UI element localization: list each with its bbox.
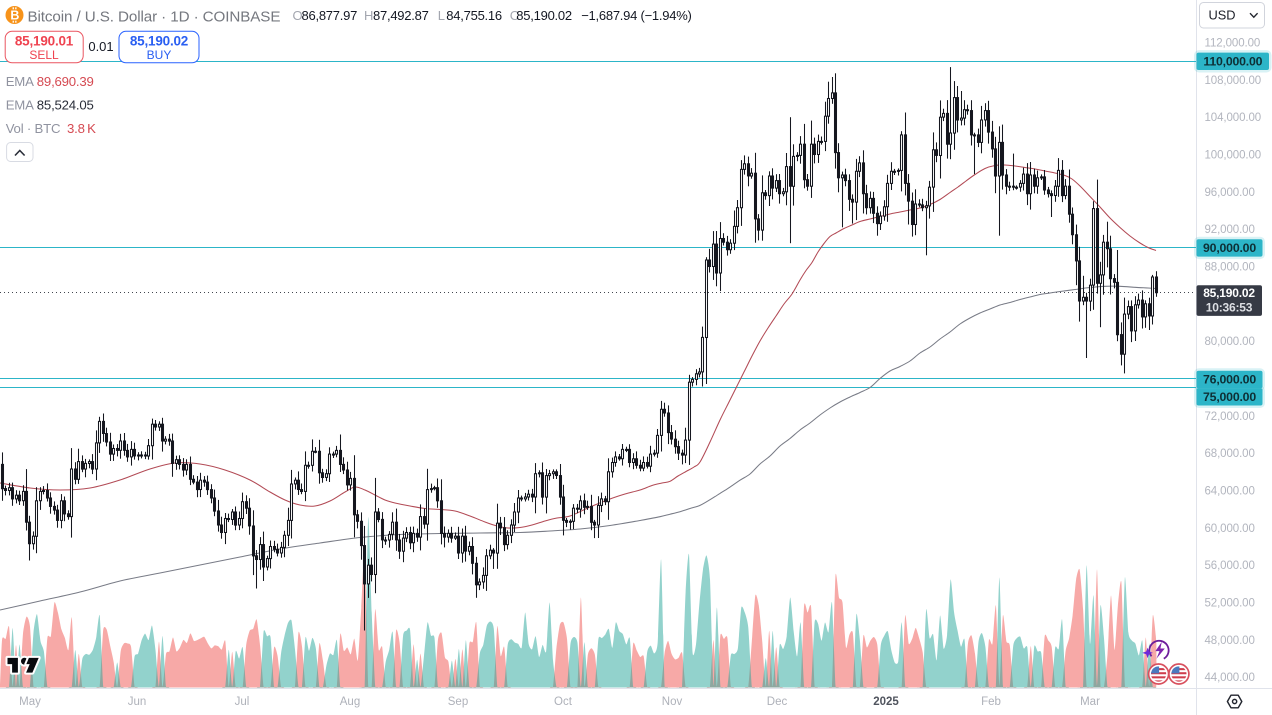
- svg-text:56,000.00: 56,000.00: [1205, 560, 1255, 572]
- svg-text:85,524.05: 85,524.05: [37, 97, 94, 112]
- svg-text:C: C: [510, 8, 519, 23]
- svg-text:Oct: Oct: [554, 696, 573, 708]
- svg-text:B: B: [10, 8, 19, 22]
- svg-text:85,190.02: 85,190.02: [130, 34, 188, 49]
- svg-text:44,000.00: 44,000.00: [1205, 672, 1255, 684]
- svg-text:85,190.02: 85,190.02: [516, 8, 572, 23]
- svg-text:−1,687.94 (−1.94%): −1,687.94 (−1.94%): [581, 8, 691, 23]
- svg-text:O: O: [293, 8, 303, 23]
- svg-text:Jul: Jul: [235, 696, 250, 708]
- svg-text:0.01: 0.01: [88, 39, 113, 54]
- svg-text:Feb: Feb: [981, 696, 1001, 708]
- svg-text:112,000.00: 112,000.00: [1205, 38, 1261, 50]
- svg-text:90,000.00: 90,000.00: [1203, 241, 1256, 255]
- svg-text:Mar: Mar: [1080, 696, 1100, 708]
- svg-text:64,000.00: 64,000.00: [1205, 486, 1255, 498]
- svg-text:87,492.87: 87,492.87: [373, 8, 429, 23]
- svg-text:EMA: EMA: [6, 74, 34, 89]
- svg-text:86,877.97: 86,877.97: [302, 8, 358, 23]
- svg-text:75,000.00: 75,000.00: [1203, 390, 1256, 404]
- svg-text:USD: USD: [1209, 8, 1236, 23]
- svg-text:Dec: Dec: [767, 696, 788, 708]
- svg-text:92,000.00: 92,000.00: [1205, 224, 1255, 236]
- svg-text:Bitcoin / U.S. Dollar · 1D · C: Bitcoin / U.S. Dollar · 1D · COINBASE: [28, 9, 281, 26]
- svg-text:48,000.00: 48,000.00: [1205, 635, 1255, 647]
- svg-text:110,000.00: 110,000.00: [1203, 54, 1262, 68]
- svg-text:10:36:53: 10:36:53: [1206, 300, 1253, 314]
- svg-text:76,000.00: 76,000.00: [1203, 373, 1256, 387]
- svg-text:88,000.00: 88,000.00: [1205, 262, 1255, 274]
- svg-text:Jun: Jun: [128, 696, 147, 708]
- svg-text:May: May: [19, 696, 41, 708]
- svg-text:85,190.02: 85,190.02: [1203, 286, 1255, 300]
- svg-text:68,000.00: 68,000.00: [1205, 448, 1255, 460]
- svg-text:108,000.00: 108,000.00: [1205, 75, 1262, 87]
- svg-text:Vol · BTC: Vol · BTC: [6, 121, 61, 136]
- svg-text:Sep: Sep: [448, 696, 468, 708]
- svg-text:72,000.00: 72,000.00: [1205, 411, 1255, 423]
- svg-text:Aug: Aug: [340, 696, 360, 708]
- svg-text:SELL: SELL: [29, 48, 59, 62]
- svg-text:3.8 K: 3.8 K: [67, 121, 96, 136]
- svg-text:84,755.16: 84,755.16: [446, 8, 502, 23]
- svg-text:BUY: BUY: [147, 48, 172, 62]
- svg-text:96,000.00: 96,000.00: [1205, 187, 1255, 199]
- svg-text:80,000.00: 80,000.00: [1205, 336, 1255, 348]
- svg-text:EMA: EMA: [6, 97, 34, 112]
- svg-text:Nov: Nov: [662, 696, 683, 708]
- svg-text:60,000.00: 60,000.00: [1205, 523, 1255, 535]
- svg-text:L: L: [438, 8, 445, 23]
- svg-text:H: H: [364, 8, 373, 23]
- svg-text:2025: 2025: [873, 696, 899, 708]
- svg-text:104,000.00: 104,000.00: [1205, 112, 1262, 124]
- svg-text:100,000.00: 100,000.00: [1205, 150, 1262, 162]
- svg-text:52,000.00: 52,000.00: [1205, 598, 1255, 610]
- svg-text:85,190.01: 85,190.01: [15, 34, 74, 49]
- svg-text:89,690.39: 89,690.39: [37, 74, 94, 89]
